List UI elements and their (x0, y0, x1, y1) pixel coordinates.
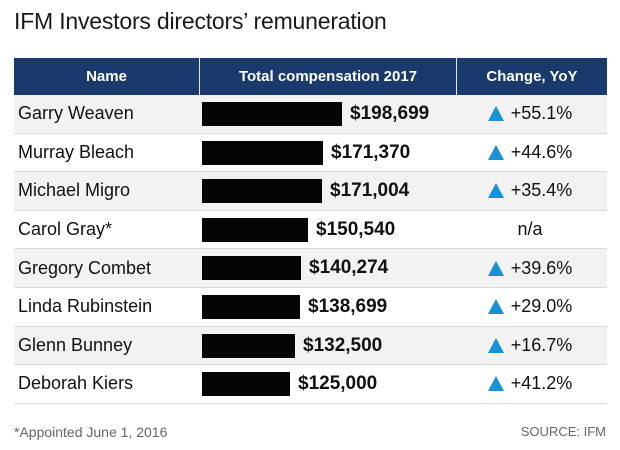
source-note: SOURCE: IFM (520, 424, 606, 439)
compensation-amount-label: $150,540 (316, 218, 396, 240)
change-yoy-cell: +39.6% (455, 258, 605, 279)
change-yoy-cell: +41.2% (455, 373, 605, 394)
change-yoy-cell: +55.1% (455, 103, 605, 124)
director-name: Michael Migro (18, 180, 131, 201)
chart-title: IFM Investors directors’ remuneration (14, 8, 387, 34)
change-yoy-value: +35.4% (510, 180, 573, 201)
compensation-amount-label: $171,004 (330, 180, 410, 202)
change-yoy-cell: +44.6% (455, 142, 605, 163)
table-row: Glenn Bunney $132,500 +16.7% (14, 326, 607, 366)
change-yoy-cell: +16.7% (455, 335, 605, 356)
up-arrow-icon (487, 183, 504, 199)
compensation-bar (202, 102, 342, 126)
director-name: Deborah Kiers (18, 373, 134, 394)
up-arrow-icon (487, 299, 504, 315)
remuneration-table: Name Total compensation 2017 Change, YoY… (14, 58, 607, 404)
total-compensation-cell: $138,699 (199, 288, 455, 326)
total-compensation-cell: $140,274 (199, 249, 455, 287)
compensation-bar (202, 140, 323, 165)
total-compensation-cell: $171,004 (199, 172, 455, 210)
compensation-bar (202, 333, 295, 358)
compensation-bar (202, 294, 300, 319)
table-row: Gregory Combet $140,274 +39.6% (14, 249, 607, 288)
change-yoy-cell: +29.0% (455, 296, 605, 317)
up-arrow-icon (487, 376, 504, 392)
change-yoy-cell: +35.4% (455, 180, 605, 201)
table-row: Murray Bleach $171,370 +44.6% (14, 134, 607, 173)
table-row: Garry Weaven $198,699 +55.1% (14, 95, 607, 134)
compensation-amount-label: $125,000 (298, 373, 378, 395)
total-compensation-cell: $171,370 (199, 134, 455, 172)
director-name: Carol Gray* (18, 219, 113, 240)
compensation-bar (202, 217, 308, 242)
change-yoy-value: n/a (517, 219, 543, 240)
director-name: Murray Bleach (18, 141, 135, 162)
up-arrow-icon (487, 144, 504, 160)
director-name: Glenn Bunney (18, 334, 133, 355)
compensation-amount-label: $132,500 (303, 334, 383, 356)
up-arrow-icon (487, 260, 504, 276)
change-yoy-value: +16.7% (510, 334, 573, 355)
header-total-compensation: Total compensation 2017 (199, 58, 457, 95)
compensation-amount-label: $140,274 (309, 257, 389, 279)
compensation-amount-label: $198,699 (350, 103, 430, 124)
director-name: Linda Rubinstein (18, 296, 153, 317)
compensation-bar (202, 179, 322, 204)
compensation-amount-label: $138,699 (308, 295, 388, 317)
table-row: Michael Migro $171,004 +35.4% (14, 172, 607, 211)
up-arrow-icon (487, 106, 504, 122)
change-yoy-value: +29.0% (510, 296, 573, 317)
total-compensation-cell: $125,000 (199, 365, 455, 403)
director-name: Gregory Combet (18, 257, 152, 278)
compensation-amount-label: $171,370 (331, 141, 411, 163)
total-compensation-cell: $150,540 (199, 211, 455, 249)
header-change-yoy: Change, YoY (486, 68, 578, 85)
table-body: Garry Weaven $198,699 +55.1% Murray Bleach $… (14, 95, 607, 404)
table-header: Name Total compensation 2017 Change, YoY (14, 58, 607, 95)
change-yoy-value: +44.6% (510, 141, 573, 162)
header-name: Name (86, 68, 127, 85)
total-compensation-cell: $132,500 (199, 327, 455, 365)
change-yoy-value: +39.6% (510, 257, 573, 278)
director-name: Garry Weaven (18, 103, 134, 124)
total-compensation-cell: $198,699 (199, 95, 455, 133)
compensation-bar (202, 372, 290, 397)
table-row: Carol Gray* $150,540 n/a (14, 211, 607, 250)
change-yoy-value: +55.1% (510, 103, 573, 124)
up-arrow-icon (487, 337, 504, 353)
table-row: Linda Rubinstein $138,699 +29.0% (14, 288, 607, 327)
table-row: Deborah Kiers $125,000 +41.2% (14, 365, 607, 404)
change-yoy-cell: n/a (455, 219, 605, 240)
footnote: *Appointed June 1, 2016 (14, 424, 168, 440)
compensation-bar (202, 256, 301, 281)
change-yoy-value: +41.2% (510, 373, 573, 394)
